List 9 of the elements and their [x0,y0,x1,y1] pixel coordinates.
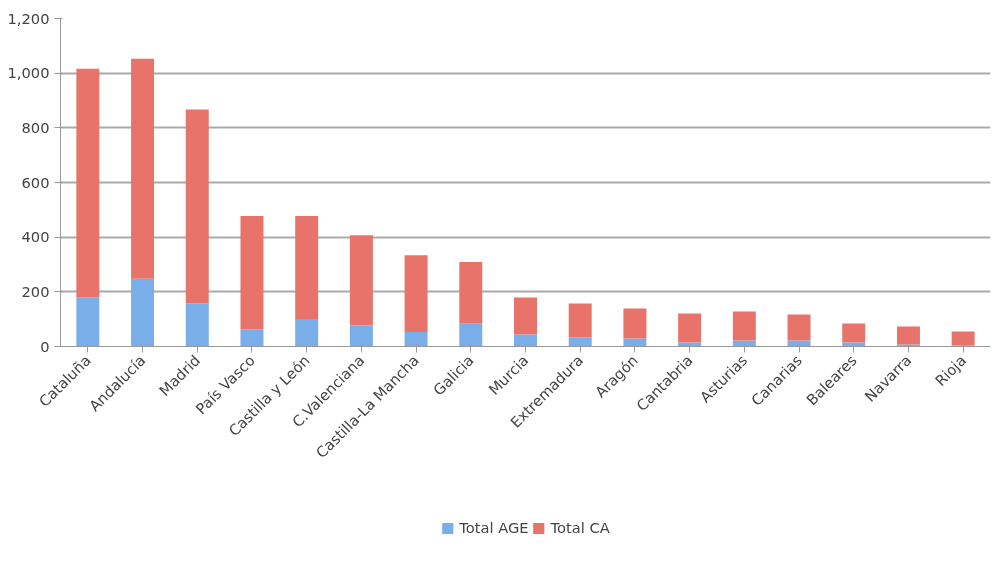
y-tick-label: 0 [40,337,50,355]
y-tick-label: 1,000 [7,64,50,82]
y-tick-label: 1,200 [7,9,50,27]
legend-label: Total AGE [459,519,529,536]
legend-label: Total CA [550,519,610,536]
y-tick-label: 400 [21,228,50,246]
y-tick-label: 200 [21,282,50,300]
y-tick-label: 600 [21,173,50,191]
y-tick-label: 800 [21,118,50,136]
